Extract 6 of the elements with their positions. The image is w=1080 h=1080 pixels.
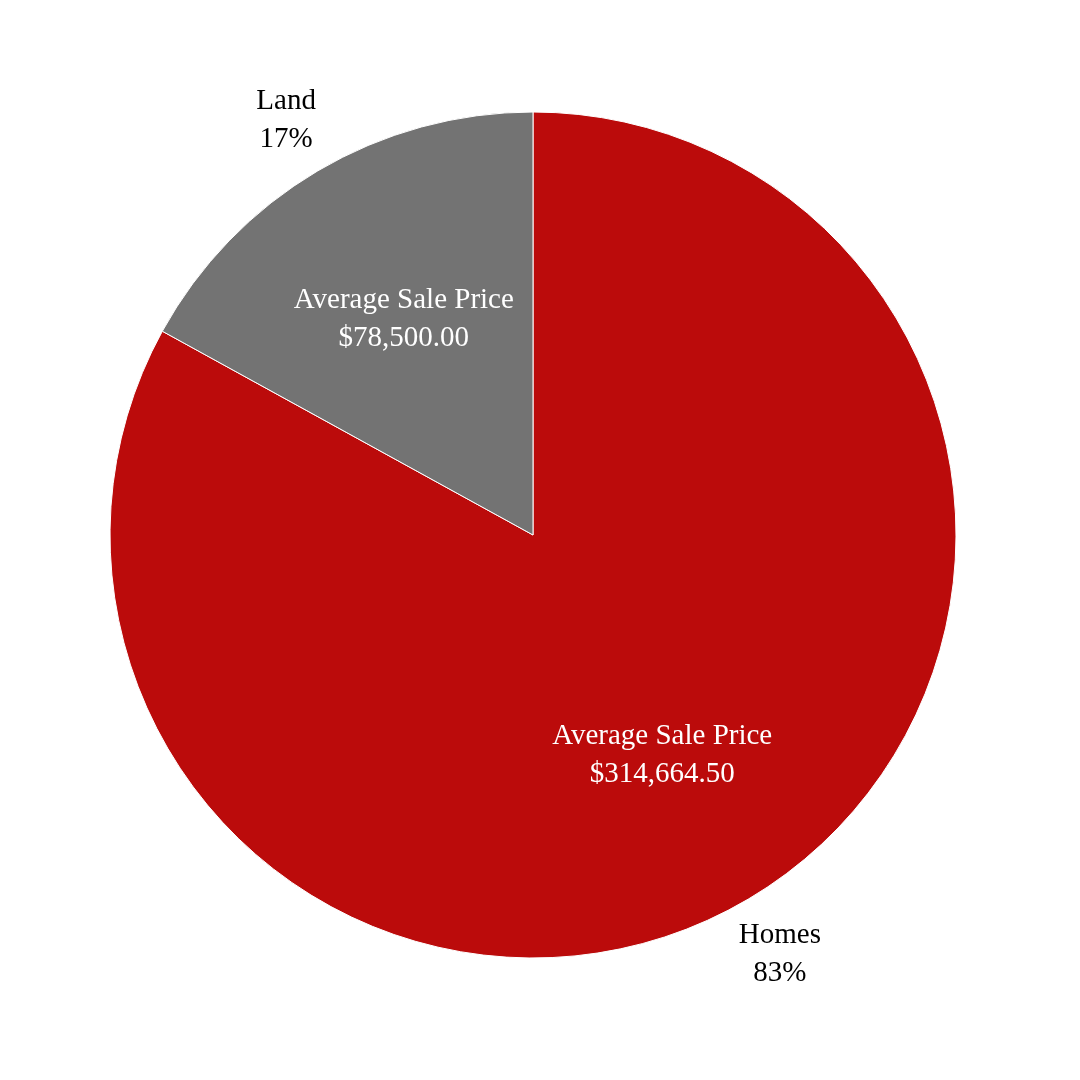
data-label: 17% [259,120,313,153]
slice-label: Land [256,82,317,115]
text: Average Sale Price $78,500.00 [293,281,514,352]
data-label: 83% [753,955,807,988]
text: Average Sale Price $314,664.50 [552,718,773,789]
slice-label: Homes [738,917,821,950]
